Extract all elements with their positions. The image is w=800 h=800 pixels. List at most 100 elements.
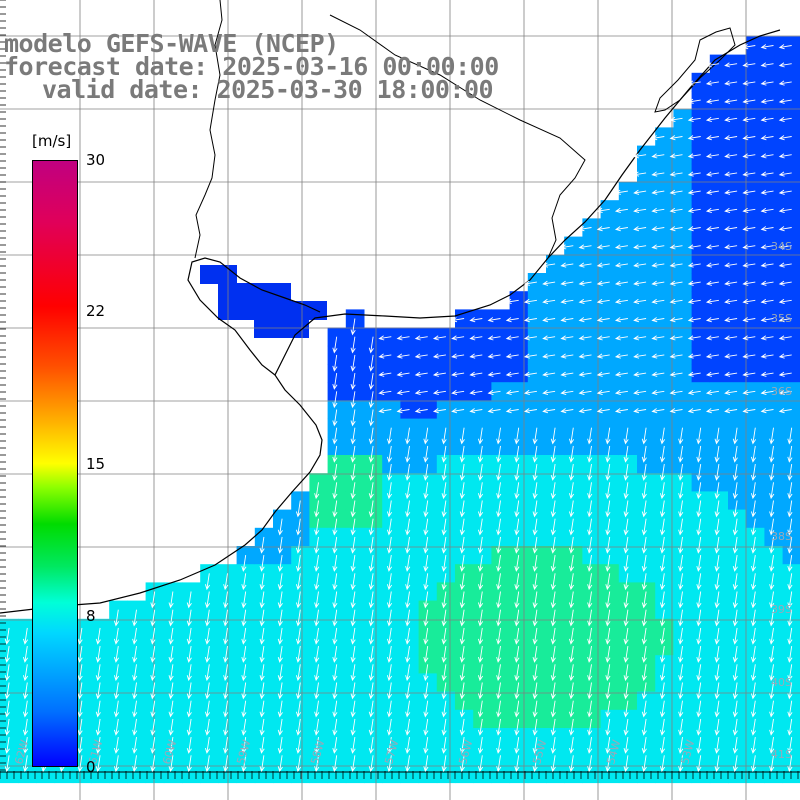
wind-arrow: [687, 189, 701, 195]
wind-cell: [491, 309, 511, 329]
wind-arrow: [542, 389, 556, 396]
wind-cell: [546, 345, 565, 365]
wind-cell: [236, 764, 256, 784]
wind-arrow: [4, 700, 10, 718]
wind-cell: [655, 400, 674, 420]
wind-cell: [764, 764, 784, 784]
wind-arrow: [596, 280, 610, 286]
wind-arrow: [742, 244, 756, 250]
wind-arrow: [350, 755, 356, 773]
wind-arrow: [496, 737, 502, 754]
wind-arrow: [277, 627, 283, 645]
wind-cell: [691, 200, 711, 219]
wind-arrow: [714, 427, 720, 445]
wind-arrow: [386, 609, 393, 627]
wind-arrow: [487, 317, 501, 323]
wind-cell: [418, 382, 438, 401]
latitude-label: 35S: [771, 312, 792, 325]
wind-arrow: [459, 682, 465, 700]
wind-arrow: [696, 555, 702, 572]
wind-arrow: [742, 262, 756, 268]
wind-arrow: [587, 609, 593, 627]
wind-arrow: [724, 226, 738, 232]
wind-arrow: [659, 646, 666, 663]
wind-arrow: [441, 536, 447, 554]
wind-arrow: [405, 700, 411, 718]
wind-arrow: [678, 646, 684, 663]
wind-cell: [600, 200, 620, 219]
wind-arrow: [633, 171, 647, 177]
wind-arrow: [750, 536, 757, 554]
wind-cell: [691, 72, 711, 92]
wind-arrow: [732, 518, 738, 536]
wind-cell: [709, 400, 729, 420]
wind-arrow: [505, 335, 519, 341]
wind-arrow: [223, 573, 229, 591]
wind-arrow: [514, 555, 520, 572]
wind-arrow: [769, 445, 775, 463]
wind-arrow: [568, 445, 575, 463]
wind-arrow: [787, 536, 793, 554]
wind-arrow: [350, 500, 356, 518]
wind-arrow: [623, 682, 629, 700]
wind-cell: [691, 309, 711, 329]
wind-arrow: [277, 555, 283, 572]
wind-arrow: [769, 609, 775, 627]
wind-cell: [673, 145, 693, 165]
wind-arrow: [778, 226, 792, 232]
wind-arrow: [605, 573, 611, 591]
wind-cell: [600, 764, 620, 784]
wind-arrow: [596, 353, 610, 359]
wind-arrow: [168, 700, 174, 718]
wind-arrow: [705, 280, 719, 286]
wind-cell: [218, 301, 237, 320]
wind-cell: [655, 145, 674, 165]
wind-arrow: [669, 353, 683, 359]
wind-arrow: [396, 353, 410, 359]
wind-arrow: [787, 500, 793, 518]
wind-cell: [728, 236, 747, 256]
wind-arrow: [614, 280, 628, 286]
wind-cell: [655, 218, 674, 238]
wind-cell: [655, 200, 674, 219]
wind-arrow: [423, 500, 429, 518]
wind-arrow: [469, 353, 483, 359]
wind-cell: [764, 182, 784, 201]
wind-arrow: [368, 609, 374, 627]
wind-arrow: [705, 153, 719, 159]
wind-arrow: [596, 371, 610, 377]
wind-arrow: [696, 536, 702, 554]
wind-arrow: [714, 500, 720, 518]
wind-arrow: [532, 482, 538, 500]
wind-arrow: [314, 627, 320, 645]
wind-cell: [728, 273, 747, 292]
wind-arrow: [405, 609, 411, 627]
wind-arrow: [614, 226, 628, 232]
wind-cell: [582, 236, 602, 256]
wind-cell: [673, 400, 693, 420]
wind-cell: [691, 91, 711, 110]
wind-arrow: [678, 700, 684, 718]
wind-arrow: [295, 573, 302, 591]
wind-cell: [491, 400, 511, 420]
wind-arrow: [532, 518, 538, 536]
wind-cell: [509, 400, 529, 420]
wind-arrow: [259, 700, 265, 718]
longitude-labels: 62W 61W 60W 59W 58W 57W 56W 55W 54W 53W: [12, 738, 697, 766]
wind-arrow: [678, 573, 684, 591]
wind-arrow: [514, 609, 520, 627]
wind-cell: [582, 345, 602, 365]
wind-arrow: [550, 591, 556, 609]
wind-arrow: [295, 682, 302, 700]
wind-arrow: [332, 755, 338, 773]
wind-cell: [290, 319, 309, 338]
wind-arrow: [514, 518, 520, 536]
wind-cell: [764, 127, 784, 147]
wind-arrow: [423, 627, 429, 645]
wind-arrow: [514, 464, 520, 481]
wind-arrow: [496, 482, 502, 500]
wind-arrow: [223, 664, 229, 682]
wind-arrow: [386, 591, 393, 609]
wind-arrow: [641, 700, 647, 718]
